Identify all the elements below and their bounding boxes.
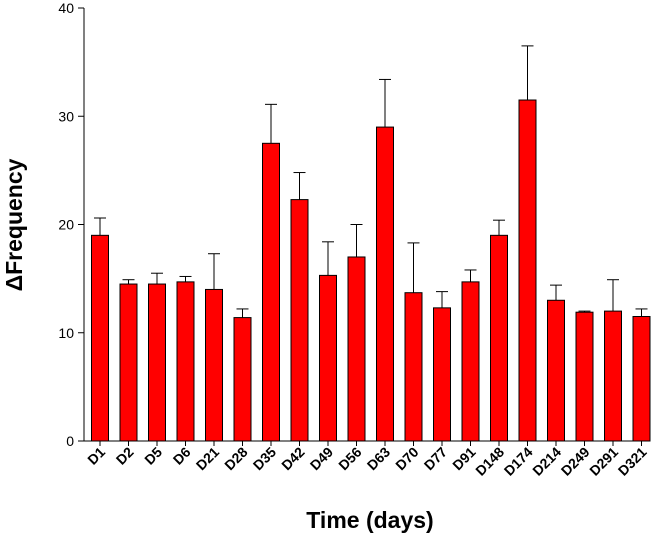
x-tick-label-D6: D6: [170, 444, 194, 468]
bar-D21: [205, 288, 223, 442]
x-tick-label-D214: D214: [529, 444, 564, 479]
error-bars: [94, 45, 648, 318]
x-tick-label-D28: D28: [221, 444, 251, 474]
x-tick-label-D2: D2: [113, 444, 137, 468]
bar-D321: [632, 316, 651, 442]
bar-D56: [347, 256, 366, 442]
bar-D5: [148, 283, 166, 442]
bar-D1: [91, 234, 109, 442]
bar-D6: [176, 281, 195, 442]
bar-D28: [233, 317, 252, 442]
bars: [91, 99, 651, 442]
y-axis-ticks: 0 10 20 30 40: [58, 0, 84, 449]
x-tick-label-D63: D63: [364, 444, 394, 474]
x-tick-label-D21: D21: [193, 444, 223, 474]
bar-D174: [518, 99, 537, 442]
x-tick-label-D56: D56: [335, 444, 365, 474]
x-tick-label-D77: D77: [421, 444, 451, 474]
bar-D249: [575, 311, 594, 442]
x-tick-label-D35: D35: [250, 444, 280, 474]
bar-D148: [490, 234, 508, 442]
bar-D42: [290, 199, 309, 442]
bar-D91: [461, 281, 480, 442]
bar-D291: [604, 310, 622, 442]
x-axis-title: Time (days): [306, 507, 433, 533]
x-tick-label-D249: D249: [558, 444, 593, 479]
x-tick-label-D49: D49: [307, 444, 337, 474]
y-tick-label-30: 30: [58, 108, 74, 124]
y-tick-label-20: 20: [58, 217, 74, 233]
x-tick-label-D174: D174: [501, 444, 536, 479]
bar-D2: [119, 283, 138, 442]
bar-D35: [262, 142, 280, 442]
y-axis-title: ΔFrequency: [1, 158, 27, 291]
x-axis-tick-labels: D1 D2 D5 D6 D21 D28 D35 D42 D49 D56 D63 D70 D77 D91D1…: [84, 441, 650, 479]
y-tick-label-10: 10: [58, 325, 74, 341]
x-tick-label-D321: D321: [615, 444, 650, 479]
y-tick-label-40: 40: [58, 0, 74, 16]
x-tick-label-D5: D5: [141, 444, 165, 468]
bar-D70: [404, 292, 423, 442]
bar-D77: [433, 307, 451, 442]
bar-D49: [319, 274, 337, 442]
y-tick-label-0: 0: [66, 433, 74, 449]
bar-D214: [547, 299, 565, 442]
x-tick-label-D42: D42: [278, 444, 308, 474]
x-tick-label-D70: D70: [392, 444, 422, 474]
x-tick-label-D1: D1: [84, 444, 108, 468]
x-tick-label-D291: D291: [586, 444, 621, 479]
x-tick-label-D148: D148: [472, 444, 507, 479]
bar-D63: [376, 126, 394, 442]
